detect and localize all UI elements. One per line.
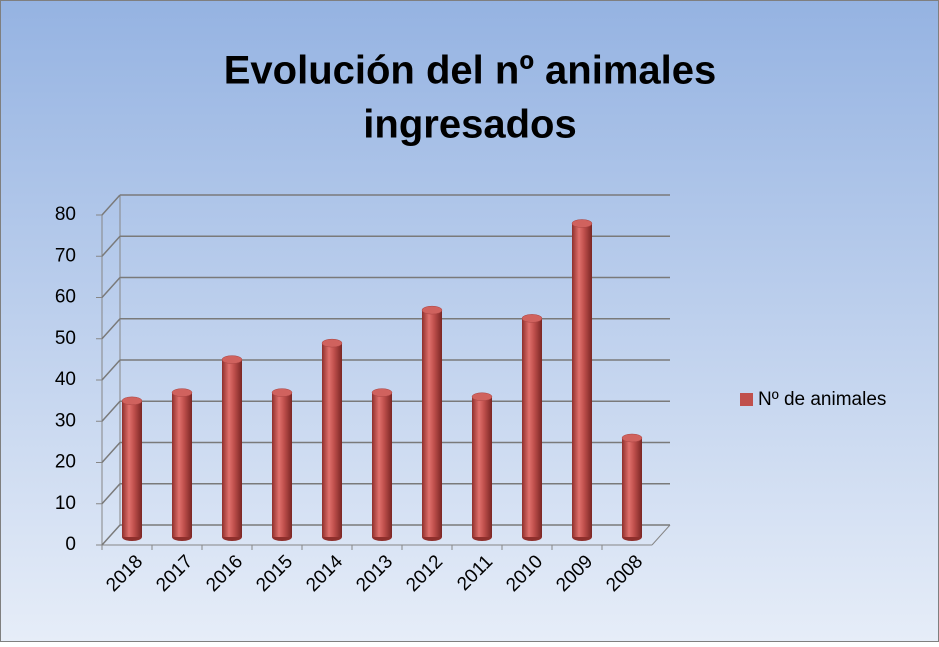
y-tick-label: 50: [55, 328, 76, 349]
bar-top: [371, 388, 393, 397]
chart-title: ingresados: [363, 103, 576, 147]
y-tick-label: 80: [55, 204, 76, 225]
grid-line: [101, 524, 121, 546]
bar: [272, 392, 292, 537]
bar-top: [621, 433, 643, 443]
bar: [522, 318, 542, 537]
bar-top: [471, 392, 493, 401]
chart-title: Evolución del nº animales: [224, 49, 717, 93]
bar: [122, 400, 142, 537]
y-tick-label: 70: [55, 245, 76, 266]
floor-edge: [651, 524, 671, 546]
bar: [622, 438, 642, 537]
y-tick-label: 0: [65, 534, 76, 555]
legend-label: Nº de animales: [758, 389, 886, 410]
y-tick-label: 10: [55, 493, 76, 514]
grid-line: [101, 276, 121, 299]
grid-line: [101, 483, 121, 505]
bar: [422, 310, 442, 537]
bar-top: [121, 396, 143, 406]
bar-top: [171, 388, 193, 397]
grid-line: [101, 318, 121, 340]
grid-line: [101, 400, 121, 422]
bar: [572, 223, 592, 537]
bar-top: [271, 388, 293, 397]
legend-swatch: [740, 393, 753, 406]
bar-top: [521, 314, 543, 323]
bar: [172, 392, 192, 537]
y-tick-label: 30: [55, 410, 76, 431]
grid-line: [101, 441, 121, 464]
bar-top: [321, 338, 343, 348]
grid-line: [101, 359, 121, 381]
y-tick-label: 20: [55, 452, 76, 473]
grid-line: [101, 194, 121, 216]
y-tick-label: 60: [55, 287, 76, 308]
bar-top: [421, 305, 443, 315]
bar: [472, 396, 492, 537]
bar-top: [221, 355, 243, 364]
bar: [222, 359, 242, 537]
bar: [372, 392, 392, 537]
bar: [322, 343, 342, 537]
y-tick-label: 40: [55, 369, 76, 390]
bar-top: [571, 219, 593, 228]
grid-line: [101, 235, 121, 257]
